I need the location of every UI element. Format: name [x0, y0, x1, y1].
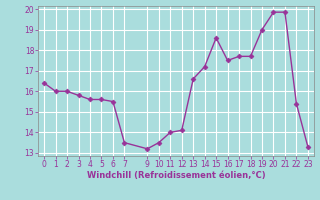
X-axis label: Windchill (Refroidissement éolien,°C): Windchill (Refroidissement éolien,°C) [87, 171, 265, 180]
